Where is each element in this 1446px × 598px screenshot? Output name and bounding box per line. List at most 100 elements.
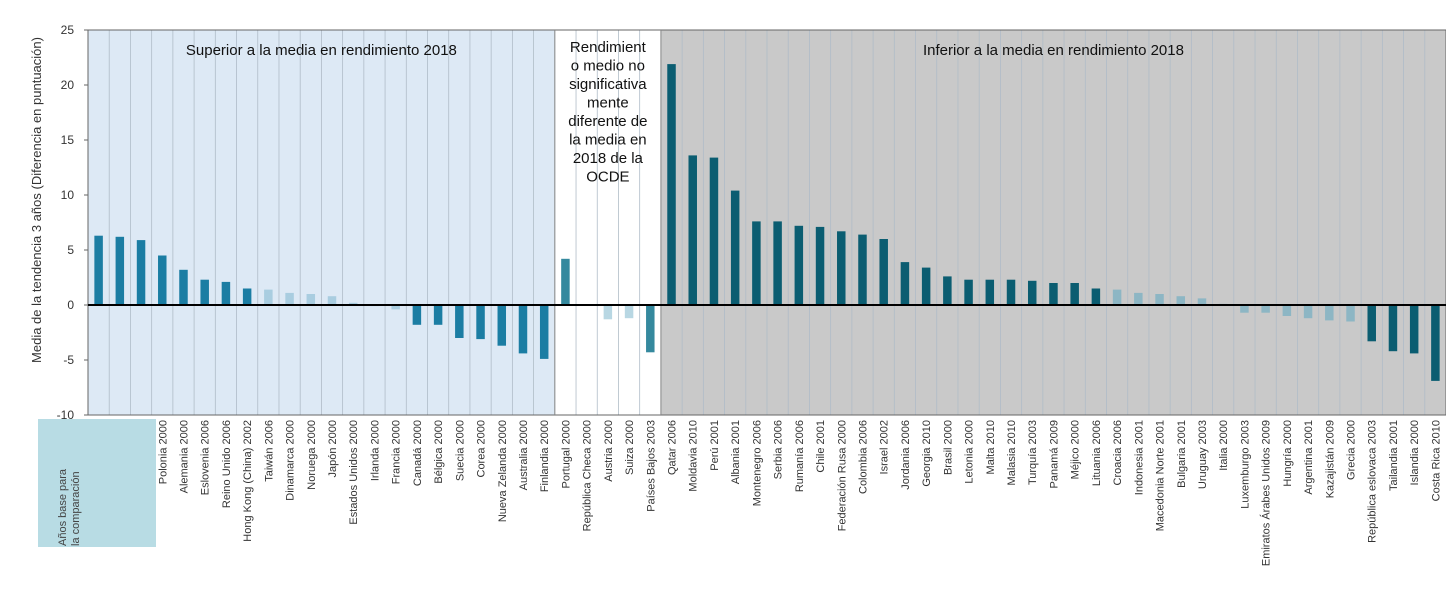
bar xyxy=(1155,294,1164,305)
bar xyxy=(603,305,613,320)
category-label: Montenegro 2006 xyxy=(751,420,763,506)
bar xyxy=(1409,305,1419,354)
y-tick-label: 15 xyxy=(61,133,75,147)
bar xyxy=(964,279,973,305)
category-label: Australia 2000 xyxy=(518,420,530,490)
region-3-label: Inferior a la media en rendimiento 2018 xyxy=(923,42,1184,59)
bar xyxy=(709,157,719,305)
bar xyxy=(1388,305,1398,352)
category-label: Eslovenia 2006 xyxy=(200,420,212,495)
bar xyxy=(327,296,337,305)
bar xyxy=(1431,305,1440,381)
bar xyxy=(518,305,528,354)
bar xyxy=(667,64,676,305)
bar xyxy=(1070,283,1079,305)
category-label: Costa Rica 2010 xyxy=(1430,420,1442,501)
bar xyxy=(94,235,103,305)
bar xyxy=(158,255,167,305)
category-label: República eslovaca 2003 xyxy=(1367,420,1379,543)
bar xyxy=(1346,305,1355,322)
category-label: Chile 2001 xyxy=(815,420,827,473)
category-label: Turquía 2003 xyxy=(1027,420,1039,485)
bar xyxy=(1027,280,1037,305)
bar xyxy=(242,288,252,305)
bar xyxy=(1303,305,1313,319)
category-label: Canadá 2000 xyxy=(412,420,424,486)
category-label: Corea 2000 xyxy=(476,420,488,478)
bar xyxy=(858,234,867,305)
bar xyxy=(943,276,952,305)
category-label: Federación Rusa 2000 xyxy=(836,420,848,531)
category-label: Indonesia 2001 xyxy=(1133,420,1145,495)
category-label: Uruguay 2003 xyxy=(1197,420,1209,489)
bar xyxy=(1325,305,1334,321)
category-label: Estados Unidos 2000 xyxy=(348,420,360,525)
bar xyxy=(646,305,655,353)
category-label: Reino Unido 2006 xyxy=(221,420,233,508)
category-label: República Checa 2000 xyxy=(582,420,594,531)
bar xyxy=(391,305,400,310)
category-label: Italia 2000 xyxy=(1218,420,1230,471)
category-label: Albania 2001 xyxy=(730,420,742,484)
category-label: Países Bajos 2003 xyxy=(645,420,657,512)
category-label: Irlanda 2000 xyxy=(369,420,381,481)
category-label: Suiza 2000 xyxy=(624,420,636,475)
bar xyxy=(433,305,443,325)
bar xyxy=(815,226,825,305)
category-label: Lituania 2006 xyxy=(1091,420,1103,486)
bar xyxy=(539,305,549,359)
y-tick-label: 20 xyxy=(61,78,75,92)
y-axis: 25 20 15 10 5 0 -5 -10 xyxy=(57,23,1446,422)
bar xyxy=(1091,288,1101,305)
bar xyxy=(1176,296,1186,305)
category-label: Rumanía 2006 xyxy=(794,420,806,492)
bar xyxy=(900,262,910,305)
bar xyxy=(688,155,697,305)
bar xyxy=(752,221,761,305)
category-label: Méjico 2000 xyxy=(1070,420,1082,479)
category-label: Francia 2000 xyxy=(391,420,403,484)
category-label: Moldavia 2010 xyxy=(688,420,700,492)
region-3-background xyxy=(660,30,1446,415)
bar xyxy=(221,281,231,305)
y-tick-label: -5 xyxy=(63,353,74,367)
bar xyxy=(1282,305,1292,316)
bar xyxy=(1197,298,1207,305)
category-label: Israel 2002 xyxy=(879,420,891,474)
bar xyxy=(1049,283,1058,305)
bar xyxy=(1006,279,1016,305)
category-label: Alemania 2000 xyxy=(178,420,190,493)
region-labels: Superior a la media en rendimiento 2018 R… xyxy=(186,39,1184,186)
category-label: Polonia 2000 xyxy=(157,420,169,484)
bar xyxy=(136,240,146,305)
bar xyxy=(200,279,209,305)
bar xyxy=(476,305,485,340)
category-label: Kazajistán 2009 xyxy=(1324,420,1336,498)
category-label: Grecia 2000 xyxy=(1346,420,1358,480)
bar xyxy=(1240,305,1249,313)
bar xyxy=(985,279,995,305)
category-label: Panamá 2009 xyxy=(1048,420,1060,489)
bar xyxy=(1134,292,1143,305)
y-tick-label: 25 xyxy=(61,23,75,37)
bar xyxy=(730,190,740,305)
region-1-label: Superior a la media en rendimiento 2018 xyxy=(186,42,457,59)
bar xyxy=(264,289,273,305)
category-label: Serbia 2006 xyxy=(773,420,785,479)
bar xyxy=(794,225,804,305)
bar xyxy=(624,305,634,319)
bar xyxy=(348,302,358,305)
category-label: Hungría 2000 xyxy=(1282,420,1294,487)
bar xyxy=(561,258,570,305)
y-tick-label: 10 xyxy=(61,188,75,202)
category-labels: Singapur 2009Estonia 2006Macao (China) 2… xyxy=(94,420,1443,566)
category-label: Japón 2000 xyxy=(327,420,339,478)
category-label: Croacia 2006 xyxy=(1112,420,1124,485)
bar xyxy=(773,221,782,305)
category-label: Argentina 2001 xyxy=(1303,420,1315,495)
bar xyxy=(1112,289,1122,305)
region-2-background xyxy=(554,30,661,415)
category-label: Qatar 2006 xyxy=(667,420,679,475)
bar xyxy=(921,267,931,305)
